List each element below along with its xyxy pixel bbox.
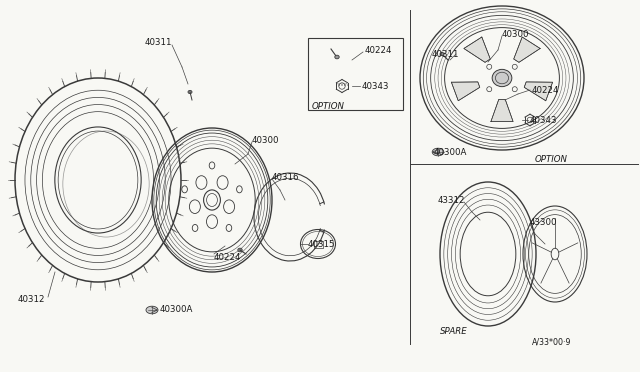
Polygon shape: [491, 99, 513, 122]
Polygon shape: [514, 37, 540, 62]
Text: 40343: 40343: [362, 81, 390, 90]
Ellipse shape: [432, 148, 444, 156]
Ellipse shape: [335, 55, 339, 59]
Text: OPTION: OPTION: [312, 102, 345, 110]
Text: 40300: 40300: [502, 29, 529, 38]
Ellipse shape: [440, 52, 444, 55]
Text: 40315: 40315: [308, 240, 335, 248]
Text: 40300: 40300: [252, 135, 280, 144]
Text: OPTION: OPTION: [535, 154, 568, 164]
Text: 40343: 40343: [530, 115, 557, 125]
Polygon shape: [464, 37, 490, 62]
Ellipse shape: [492, 69, 512, 87]
Text: 43300: 43300: [530, 218, 557, 227]
Polygon shape: [451, 82, 480, 101]
Text: 40224: 40224: [365, 45, 392, 55]
Bar: [314, 241, 323, 247]
Text: 40311: 40311: [145, 38, 173, 46]
Polygon shape: [524, 82, 552, 101]
Text: 40316: 40316: [272, 173, 300, 182]
Text: 40312: 40312: [18, 295, 45, 305]
Ellipse shape: [188, 90, 192, 94]
Text: 40300A: 40300A: [160, 305, 193, 314]
Text: 40224: 40224: [214, 253, 241, 262]
Bar: [308, 38, 403, 110]
Text: 40224: 40224: [532, 86, 559, 94]
Text: 40311: 40311: [432, 49, 460, 58]
Text: A/33*00·9: A/33*00·9: [532, 337, 572, 346]
Text: 43312: 43312: [438, 196, 465, 205]
Text: SPARE: SPARE: [440, 327, 468, 337]
Text: 40300A: 40300A: [434, 148, 467, 157]
Ellipse shape: [238, 248, 242, 252]
Ellipse shape: [146, 306, 158, 314]
